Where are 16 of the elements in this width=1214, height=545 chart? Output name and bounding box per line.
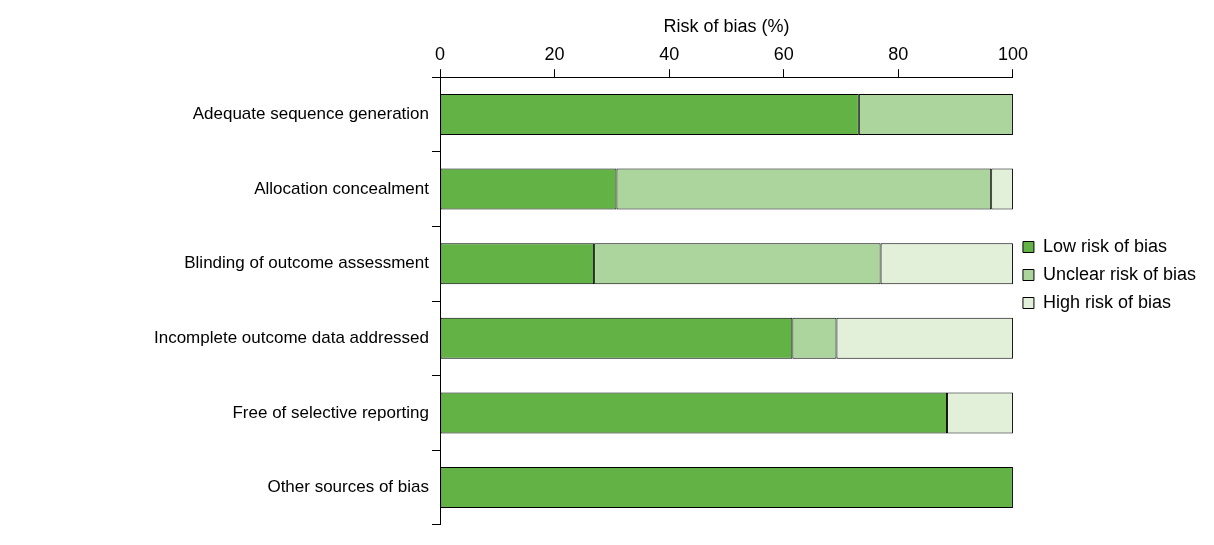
y-tick-label: Blinding of outcome assessment	[184, 253, 430, 273]
x-axis-title: Risk of bias (%)	[663, 15, 790, 36]
x-tick-label: 100	[997, 44, 1028, 65]
x-tick-label: 40	[659, 44, 680, 65]
x-tick-label: 0	[434, 44, 446, 65]
x-tick-label: 60	[773, 44, 794, 65]
y-tick-label: Allocation concealment	[254, 178, 430, 198]
y-tick-label: Incomplete outcome data addressed	[153, 327, 429, 347]
legend-label: High risk of bias	[1042, 291, 1172, 312]
y-tick-label: Other sources of bias	[267, 477, 429, 497]
x-tick-label: 80	[888, 44, 909, 65]
y-tick-label: Free of selective reporting	[232, 402, 429, 422]
legend-label: Low risk of bias	[1042, 235, 1168, 256]
x-tick-label: 20	[544, 44, 565, 65]
y-tick-label: Adequate sequence generation	[192, 104, 429, 124]
legend-label: Unclear risk of bias	[1042, 263, 1197, 284]
